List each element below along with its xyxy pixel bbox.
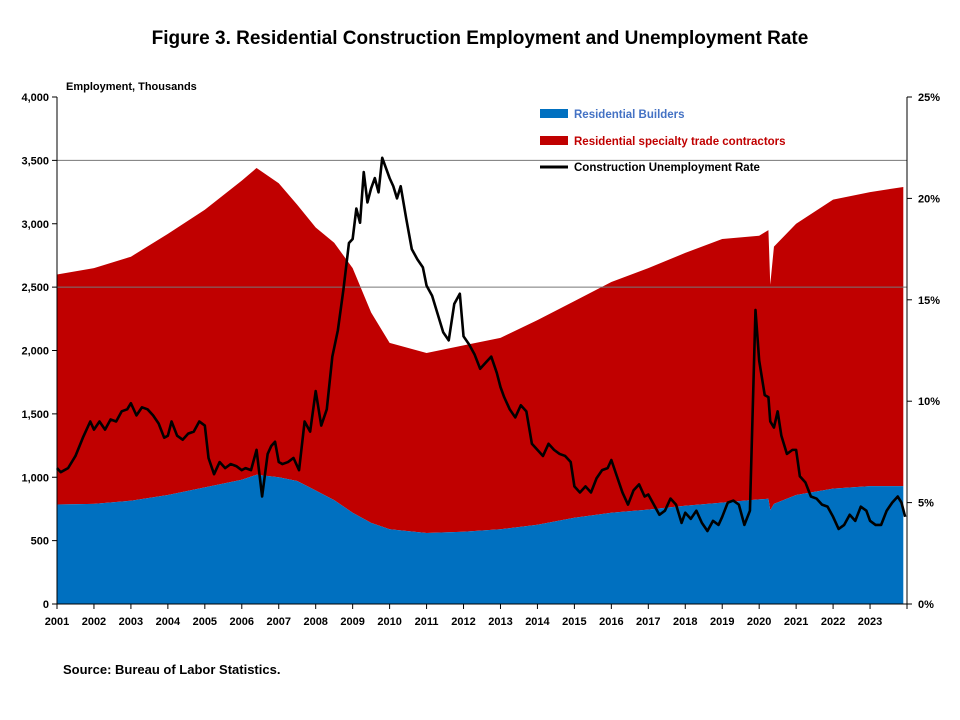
- y2-tick-label: 10%: [918, 396, 940, 408]
- x-tick-label: 2001: [45, 616, 69, 628]
- x-tick-label: 2019: [710, 616, 734, 628]
- x-tick-label: 2012: [451, 616, 475, 628]
- area-residential-builders: [57, 474, 904, 604]
- legend: Residential Builders Residential specialt…: [540, 109, 786, 174]
- gridlines: [57, 159, 907, 288]
- x-tick-label: 2023: [858, 616, 882, 628]
- legend-label: Residential Builders: [574, 109, 685, 121]
- area-residential-specialty-trade-contractors: [57, 167, 904, 534]
- x-tick-label: 2022: [821, 616, 845, 628]
- y2-tick-label: 15%: [918, 295, 940, 307]
- x-tick-label: 2020: [747, 616, 771, 628]
- y2-tick-label: 25%: [918, 92, 940, 104]
- x-tick-label: 2010: [377, 616, 401, 628]
- x-tick-label: 2018: [673, 616, 697, 628]
- x-tick-label: 2017: [636, 616, 660, 628]
- y-tick-label: 2,000: [21, 346, 49, 358]
- area-layer: [57, 167, 904, 604]
- y-tick-label: 1,500: [21, 409, 49, 421]
- x-tick-label: 2007: [266, 616, 290, 628]
- y-tick-label: 3,500: [21, 155, 49, 167]
- legend-label: Residential specialty trade contractors: [574, 136, 786, 148]
- axes: 0 500 1,000 1,500 2,000 2,500 3,000 3,500 4,000 0…: [21, 81, 940, 628]
- y-axis-label: Employment, Thousands: [66, 81, 197, 93]
- line-construction-unemployment-rate: [56, 156, 907, 533]
- x-tick-label: 2016: [599, 616, 623, 628]
- x-tick-label: 2011: [415, 616, 439, 628]
- y-tick-label: 0: [43, 599, 49, 611]
- x-tick-label: 2002: [82, 616, 106, 628]
- line-layer: [56, 156, 907, 533]
- x-tick-label: 2003: [119, 616, 143, 628]
- x-tick-label: 2013: [488, 616, 512, 628]
- y-tick-label: 3,000: [21, 219, 49, 231]
- x-tick-label: 2015: [562, 616, 586, 628]
- y2-tick-label: 20%: [918, 193, 940, 205]
- x-tick-label: 2006: [230, 616, 254, 628]
- x-tick-label: 2009: [340, 616, 364, 628]
- y-tick-label: 1,000: [21, 472, 49, 484]
- y2-tick-label: 5%: [918, 498, 934, 510]
- x-tick-label: 2021: [784, 616, 808, 628]
- x-tick-label: 2004: [156, 616, 181, 628]
- legend-swatch: [540, 109, 568, 118]
- x-tick-label: 2005: [193, 616, 217, 628]
- y-tick-label: 500: [31, 536, 49, 548]
- x-tick-label: 2008: [303, 616, 327, 628]
- legend-swatch: [540, 136, 568, 145]
- chart-title: Figure 3. Residential Construction Emplo…: [151, 28, 809, 49]
- y-tick-label: 2,500: [21, 282, 49, 294]
- y-tick-label: 4,000: [21, 92, 49, 104]
- y2-tick-label: 0%: [918, 599, 934, 611]
- x-tick-label: 2014: [525, 616, 550, 628]
- source-note: Source: Bureau of Labor Statistics.: [63, 662, 281, 677]
- legend-label: Construction Unemployment Rate: [574, 162, 760, 174]
